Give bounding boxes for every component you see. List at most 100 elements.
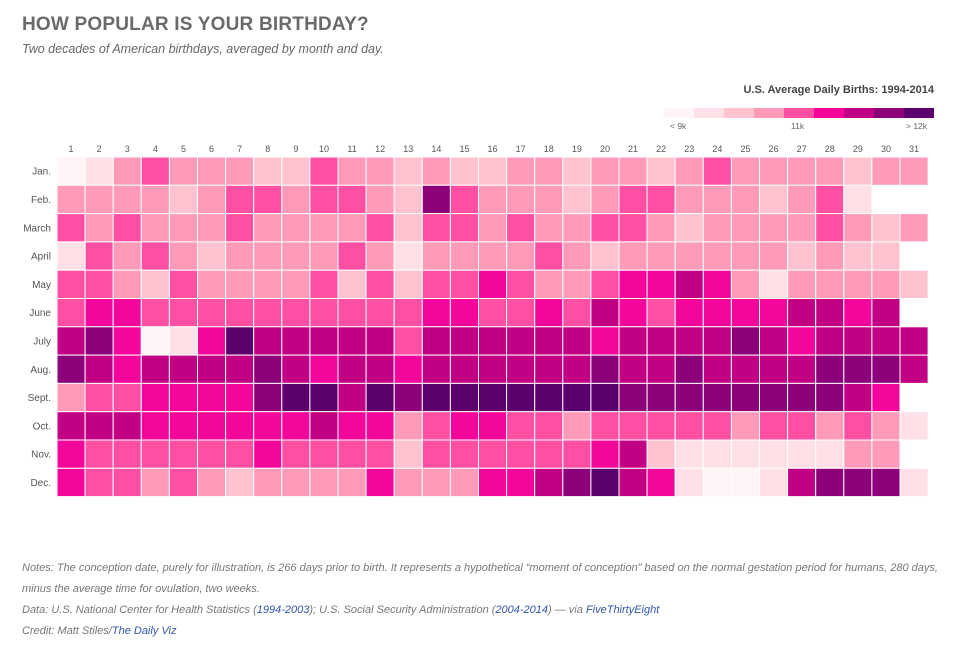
heatmap-cell[interactable]	[421, 269, 451, 300]
heatmap-cell[interactable]	[590, 269, 620, 300]
heatmap-cell[interactable]	[787, 439, 817, 469]
heatmap-cell[interactable]	[393, 382, 423, 413]
heatmap-cell[interactable]	[253, 269, 283, 300]
heatmap-cell[interactable]	[730, 184, 761, 215]
heatmap-cell[interactable]	[309, 241, 339, 271]
heatmap-cell[interactable]	[112, 467, 142, 498]
heatmap-cell[interactable]	[506, 382, 536, 413]
heatmap-cell[interactable]	[281, 326, 311, 356]
heatmap-cell[interactable]	[197, 298, 227, 328]
heatmap-cell[interactable]	[281, 269, 311, 300]
heatmap-cell[interactable]	[534, 156, 564, 186]
heatmap-cell[interactable]	[899, 467, 929, 498]
heatmap-cell[interactable]	[787, 213, 817, 243]
heatmap-cell[interactable]	[843, 269, 873, 300]
heatmap-cell[interactable]	[787, 354, 817, 384]
heatmap-cell[interactable]	[815, 467, 845, 498]
heatmap-cell[interactable]	[84, 184, 114, 215]
heatmap-cell[interactable]	[730, 156, 761, 186]
heatmap-cell[interactable]	[309, 213, 339, 243]
heatmap-cell[interactable]	[843, 467, 873, 498]
heatmap-cell[interactable]	[84, 213, 114, 243]
heatmap-cell[interactable]	[843, 298, 873, 328]
heatmap-cell[interactable]	[112, 241, 142, 271]
heatmap-cell[interactable]	[253, 213, 283, 243]
source-link-nchs[interactable]: 1994-2003	[256, 604, 310, 616]
heatmap-cell[interactable]	[590, 411, 620, 441]
heatmap-cell[interactable]	[421, 411, 451, 441]
heatmap-cell[interactable]	[112, 213, 142, 243]
heatmap-cell[interactable]	[337, 439, 367, 469]
heatmap-cell[interactable]	[197, 269, 227, 300]
heatmap-cell[interactable]	[871, 467, 901, 498]
heatmap-cell[interactable]	[449, 241, 479, 271]
heatmap-cell[interactable]	[393, 411, 423, 441]
heatmap-cell[interactable]	[281, 382, 311, 413]
heatmap-cell[interactable]	[197, 241, 227, 271]
heatmap-cell[interactable]	[337, 241, 367, 271]
heatmap-cell[interactable]	[590, 298, 620, 328]
heatmap-cell[interactable]	[84, 269, 114, 300]
heatmap-cell[interactable]	[646, 411, 676, 441]
heatmap-cell[interactable]	[759, 241, 789, 271]
heatmap-cell[interactable]	[843, 439, 873, 469]
heatmap-cell[interactable]	[56, 241, 86, 271]
heatmap-cell[interactable]	[140, 354, 170, 384]
heatmap-cell[interactable]	[674, 382, 704, 413]
heatmap-cell[interactable]	[337, 156, 367, 186]
heatmap-cell[interactable]	[534, 213, 564, 243]
heatmap-cell[interactable]	[337, 326, 367, 356]
heatmap-cell[interactable]	[337, 184, 367, 215]
heatmap-cell[interactable]	[590, 467, 620, 498]
heatmap-cell[interactable]	[253, 411, 283, 441]
heatmap-cell[interactable]	[702, 213, 732, 243]
heatmap-cell[interactable]	[534, 184, 564, 215]
heatmap-cell[interactable]	[702, 241, 732, 271]
heatmap-cell[interactable]	[309, 156, 339, 186]
heatmap-cell[interactable]	[281, 184, 311, 215]
heatmap-cell[interactable]	[759, 213, 789, 243]
heatmap-cell[interactable]	[365, 326, 395, 356]
heatmap-cell[interactable]	[815, 439, 845, 469]
heatmap-cell[interactable]	[449, 354, 479, 384]
heatmap-cell[interactable]	[534, 467, 564, 498]
heatmap-cell[interactable]	[562, 298, 592, 328]
heatmap-cell[interactable]	[871, 213, 901, 243]
heatmap-cell[interactable]	[449, 467, 479, 498]
heatmap-cell[interactable]	[421, 467, 451, 498]
heatmap-cell[interactable]	[759, 326, 789, 356]
heatmap-cell[interactable]	[449, 156, 479, 186]
heatmap-cell[interactable]	[84, 298, 114, 328]
heatmap-cell[interactable]	[365, 298, 395, 328]
heatmap-cell[interactable]	[787, 156, 817, 186]
heatmap-cell[interactable]	[84, 411, 114, 441]
heatmap-cell[interactable]	[702, 411, 732, 441]
heatmap-cell[interactable]	[393, 326, 423, 356]
heatmap-cell[interactable]	[281, 241, 311, 271]
heatmap-cell[interactable]	[506, 184, 536, 215]
heatmap-cell[interactable]	[225, 269, 255, 300]
heatmap-cell[interactable]	[168, 213, 198, 243]
heatmap-cell[interactable]	[253, 439, 283, 469]
heatmap-cell[interactable]	[56, 354, 86, 384]
heatmap-cell[interactable]	[562, 269, 592, 300]
heatmap-cell[interactable]	[843, 156, 873, 186]
heatmap-cell[interactable]	[112, 382, 142, 413]
heatmap-cell[interactable]	[337, 411, 367, 441]
heatmap-cell[interactable]	[730, 241, 761, 271]
heatmap-cell[interactable]	[140, 439, 170, 469]
heatmap-cell[interactable]	[309, 184, 339, 215]
heatmap-cell[interactable]	[590, 156, 620, 186]
heatmap-cell[interactable]	[140, 411, 170, 441]
heatmap-cell[interactable]	[618, 184, 648, 215]
heatmap-cell[interactable]	[112, 439, 142, 469]
heatmap-cell[interactable]	[56, 213, 86, 243]
heatmap-cell[interactable]	[590, 241, 620, 271]
heatmap-cell[interactable]	[365, 439, 395, 469]
heatmap-cell[interactable]	[843, 326, 873, 356]
heatmap-cell[interactable]	[337, 298, 367, 328]
heatmap-cell[interactable]	[646, 298, 676, 328]
heatmap-cell[interactable]	[478, 213, 508, 243]
heatmap-cell[interactable]	[112, 269, 142, 300]
heatmap-cell[interactable]	[871, 241, 901, 271]
